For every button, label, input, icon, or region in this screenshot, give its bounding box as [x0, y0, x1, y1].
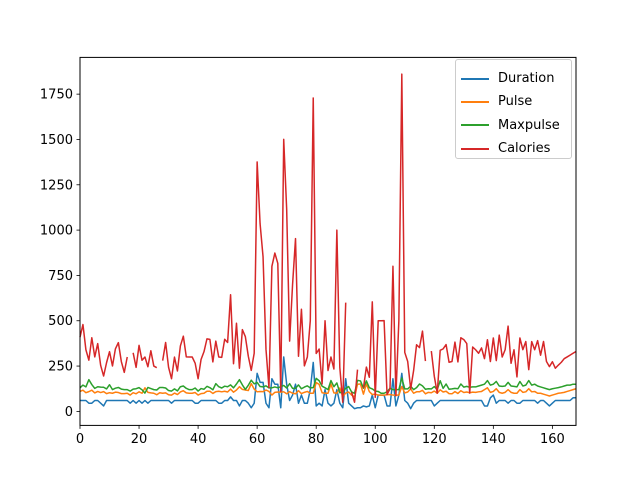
x-tick-label: 160 [540, 432, 565, 447]
y-tick-label: 1500 [40, 133, 73, 148]
series-line-calories [362, 73, 427, 399]
x-tick-label: 40 [190, 432, 207, 447]
legend-item-calories: Calories [456, 137, 571, 160]
y-tick-label: 1000 [40, 224, 73, 239]
plot-area-spines [79, 56, 577, 426]
series-line-calories [430, 325, 577, 394]
x-tick-label: 100 [363, 432, 388, 447]
series-line-maxpulse [79, 377, 576, 395]
series-line-calories [79, 323, 128, 377]
series-line-calories [350, 369, 359, 403]
y-tick-label: 1750 [40, 88, 73, 103]
series-line-calories [132, 344, 158, 369]
x-tick-label: 0 [76, 432, 84, 447]
legend-item-maxpulse: Maxpulse [456, 114, 571, 137]
y-tick-label: 250 [48, 360, 73, 375]
legend-swatch-pulse [461, 100, 489, 103]
legend-swatch-duration [461, 77, 489, 80]
x-tick-label: 140 [481, 432, 506, 447]
series-line-pulse [79, 381, 577, 398]
y-tick-label: 0 [65, 405, 73, 420]
legend-label-maxpulse: Maxpulse [498, 117, 560, 133]
y-tick-label: 1250 [40, 178, 73, 193]
legend-item-duration: Duration [456, 67, 571, 90]
series-line-calories [161, 97, 347, 404]
series-line-duration [80, 356, 576, 410]
x-tick-label: 60 [249, 432, 266, 447]
x-tick-label: 120 [422, 432, 447, 447]
y-tick-label: 500 [48, 314, 73, 329]
legend-label-pulse: Pulse [498, 94, 533, 110]
legend-label-duration: Duration [498, 71, 555, 87]
y-tick-label: 750 [48, 269, 73, 284]
legend: Duration Pulse Maxpulse Calories [455, 59, 572, 159]
legend-item-pulse: Pulse [456, 90, 571, 113]
legend-swatch-calories [461, 147, 489, 150]
x-tick-label: 20 [131, 432, 148, 447]
legend-swatch-maxpulse [461, 124, 489, 127]
x-tick-label: 80 [308, 432, 325, 447]
legend-label-calories: Calories [498, 141, 551, 157]
